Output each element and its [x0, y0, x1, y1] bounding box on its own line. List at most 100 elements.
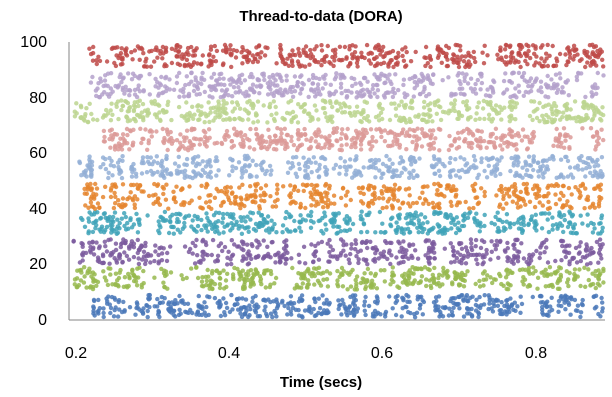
data-point-band-6 — [259, 145, 265, 150]
data-point-band-0 — [476, 310, 481, 315]
data-point-band-8 — [136, 83, 141, 88]
data-point-band-1 — [555, 280, 560, 286]
data-point-band-6 — [410, 139, 415, 145]
data-point-band-4 — [253, 183, 259, 189]
data-point-band-8 — [510, 93, 516, 99]
data-point-band-8 — [97, 95, 103, 100]
data-point-band-9 — [444, 51, 449, 57]
data-point-band-8 — [457, 78, 462, 84]
data-point-band-4 — [446, 183, 452, 188]
data-point-band-5 — [106, 175, 111, 181]
data-point-band-9 — [185, 63, 190, 68]
data-point-band-2 — [356, 257, 361, 262]
data-point-band-0 — [239, 314, 245, 320]
data-point-band-1 — [101, 269, 106, 274]
data-point-band-9 — [322, 59, 327, 64]
data-point-band-3 — [443, 214, 448, 219]
data-point-band-9 — [228, 43, 233, 48]
data-point-band-7 — [184, 100, 189, 105]
data-point-band-9 — [90, 58, 96, 63]
data-point-band-2 — [118, 244, 124, 250]
data-point-band-3 — [436, 230, 441, 235]
data-point-band-6 — [285, 132, 290, 138]
data-point-band-6 — [170, 138, 176, 144]
data-point-band-8 — [288, 84, 293, 90]
data-point-band-5 — [464, 169, 469, 174]
data-point-band-4 — [153, 192, 158, 197]
data-point-band-6 — [429, 132, 434, 137]
data-point-band-3 — [191, 226, 196, 232]
data-point-band-0 — [494, 298, 499, 303]
data-point-band-1 — [457, 272, 462, 277]
data-point-band-1 — [240, 268, 245, 273]
data-point-band-4 — [360, 186, 365, 191]
data-point-band-2 — [303, 261, 308, 266]
data-point-band-6 — [561, 126, 567, 131]
data-point-band-7 — [432, 100, 437, 105]
data-point-band-4 — [397, 206, 402, 211]
data-point-band-5 — [154, 154, 159, 159]
data-point-band-7 — [246, 110, 251, 116]
data-point-band-2 — [515, 255, 521, 260]
data-point-band-8 — [156, 93, 161, 98]
data-point-band-5 — [285, 170, 291, 175]
data-point-band-0 — [540, 304, 545, 310]
data-point-band-9 — [525, 61, 530, 67]
data-point-band-4 — [174, 184, 179, 189]
data-point-band-1 — [481, 283, 486, 288]
data-point-band-2 — [81, 250, 86, 255]
data-point-band-0 — [243, 305, 249, 310]
data-point-band-7 — [78, 103, 84, 109]
data-point-band-1 — [601, 280, 606, 285]
data-point-band-3 — [210, 226, 215, 231]
data-point-band-0 — [451, 305, 456, 310]
data-point-band-5 — [160, 173, 166, 178]
data-point-band-0 — [591, 294, 596, 299]
data-point-band-4 — [108, 194, 114, 200]
data-point-band-6 — [194, 136, 199, 142]
data-point-band-6 — [588, 126, 594, 131]
data-point-band-6 — [427, 147, 433, 152]
data-point-band-9 — [332, 58, 337, 63]
data-point-band-4 — [332, 201, 337, 206]
data-point-band-3 — [225, 222, 230, 227]
data-point-band-6 — [349, 144, 354, 150]
data-point-band-8 — [353, 81, 358, 86]
data-point-band-6 — [427, 142, 433, 148]
data-point-band-0 — [140, 311, 146, 316]
data-point-band-1 — [558, 272, 563, 278]
data-point-band-3 — [272, 221, 277, 227]
data-point-band-5 — [202, 170, 208, 175]
data-point-band-3 — [451, 217, 456, 222]
data-point-band-5 — [592, 169, 597, 174]
data-point-band-7 — [537, 100, 542, 106]
data-point-band-4 — [171, 189, 176, 194]
data-point-band-8 — [202, 89, 207, 95]
data-point-band-8 — [601, 73, 606, 78]
data-point-band-1 — [209, 271, 215, 276]
data-point-band-5 — [373, 166, 379, 171]
data-point-band-4 — [311, 197, 316, 202]
data-point-band-4 — [109, 186, 114, 191]
data-point-band-1 — [590, 281, 596, 287]
data-point-band-0 — [92, 298, 97, 304]
data-point-band-6 — [520, 127, 526, 132]
data-point-band-1 — [432, 265, 437, 271]
data-point-band-8 — [147, 92, 152, 97]
data-point-band-0 — [578, 310, 584, 315]
data-point-band-3 — [393, 228, 398, 233]
data-point-band-5 — [592, 164, 597, 169]
data-point-band-3 — [238, 215, 243, 220]
data-point-band-4 — [326, 197, 331, 203]
data-point-band-1 — [335, 278, 340, 283]
data-point-band-3 — [501, 225, 507, 230]
data-point-band-8 — [127, 87, 132, 93]
data-point-band-1 — [374, 286, 380, 291]
data-point-band-5 — [437, 173, 443, 179]
data-point-band-6 — [514, 147, 519, 152]
data-point-band-5 — [590, 157, 595, 163]
data-point-band-4 — [549, 183, 554, 188]
data-point-band-4 — [298, 205, 303, 210]
data-point-band-7 — [207, 119, 212, 125]
data-point-band-3 — [225, 211, 230, 217]
